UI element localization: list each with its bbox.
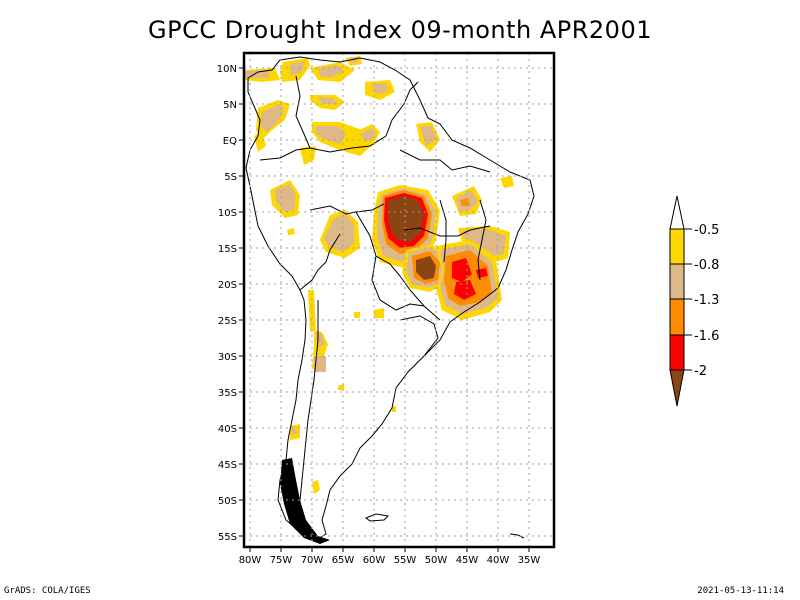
shade-tan: [372, 83, 388, 94]
lat-tick-label: 35S: [218, 388, 237, 399]
footer-timestamp: 2021-05-13-11:14: [697, 586, 784, 596]
lat-tick-label: 40S: [218, 424, 237, 435]
colorbar-bin-1: [669, 228, 685, 265]
longitude-axis: 80W 75W 70W 65W 60W 55W 50W 45W 40W 35W: [239, 547, 541, 566]
lon-tick-label: 65W: [332, 555, 355, 566]
shade-yellow: [338, 384, 344, 390]
shade-yellow: [287, 228, 295, 235]
shade-tan: [316, 126, 346, 144]
state-border: [439, 199, 447, 263]
shade-yellow: [392, 406, 396, 412]
lon-tick-label: 45W: [456, 555, 479, 566]
chart-title: GPCC Drought Index 09-month APR2001: [148, 16, 652, 44]
shade-tan: [462, 229, 506, 256]
shade-yellow: [374, 308, 384, 318]
country-border: [259, 135, 387, 161]
country-border: [355, 211, 401, 277]
colorbar-label: -2: [694, 364, 707, 379]
shade-tan: [275, 184, 296, 212]
fjord-mass: [280, 458, 330, 544]
lon-tick-label: 50W: [425, 555, 448, 566]
colorbar-label: -1.6: [694, 329, 719, 344]
lat-tick-label: 50S: [218, 496, 237, 507]
island-south-georgia: [509, 533, 525, 539]
lat-tick-label: 10N: [217, 64, 237, 75]
lat-tick-label: 10S: [218, 208, 237, 219]
latitude-axis: 10N 5N EQ 5S 10S 15S 20S 25S 30S 35S 40S 45S 50S 55S: [217, 64, 244, 543]
lon-tick-label: 55W: [394, 555, 417, 566]
footer-credit: GrADS: COLA/IGES: [4, 586, 91, 596]
grid-layer: [244, 53, 554, 547]
country-border: [371, 255, 425, 311]
state-border: [477, 199, 487, 281]
shade-tan: [314, 356, 326, 372]
shade-red: [454, 280, 476, 300]
lon-tick-label: 40W: [487, 555, 510, 566]
shade-tan: [360, 128, 376, 142]
lat-tick-label: 45S: [218, 460, 237, 471]
colorbar-above-triangle: [669, 195, 685, 230]
shade-yellow: [312, 480, 320, 494]
shade-tan: [324, 214, 354, 252]
colorbar-bin-4: [669, 334, 685, 371]
country-border: [399, 315, 439, 357]
coastline: [245, 56, 535, 541]
lat-tick-label: 25S: [218, 316, 237, 327]
shade-tan: [260, 104, 284, 132]
map-frame: [242, 51, 556, 549]
chile-fjords: [280, 458, 330, 544]
colorbar-label: -1.3: [694, 293, 719, 308]
lat-tick-label: 20S: [218, 280, 237, 291]
lat-tick-label: 55S: [218, 532, 237, 543]
colorbar-label: -0.8: [694, 258, 719, 273]
shade-brown: [416, 256, 436, 280]
shade-tan: [318, 97, 338, 104]
lon-tick-label: 75W: [270, 555, 293, 566]
country-border: [299, 233, 341, 291]
colorbar-bin-2: [669, 263, 685, 300]
lat-tick-label: EQ: [223, 136, 237, 147]
lat-tick-label: 15S: [218, 244, 237, 255]
country-border: [385, 81, 419, 137]
colorbar-below-triangle: [669, 369, 685, 407]
lat-tick-label: 30S: [218, 352, 237, 363]
shade-yellow: [354, 312, 360, 318]
state-border: [399, 149, 491, 173]
lat-tick-label: 5S: [224, 172, 237, 183]
island-falklands: [364, 513, 390, 522]
colorbar: -0.5 -0.8 -1.3 -1.6 -2: [669, 195, 719, 407]
colorbar-bin-3: [669, 298, 685, 336]
coastline-layer: [245, 56, 535, 541]
drought-shading-layer: [244, 56, 514, 494]
lat-tick-label: 5N: [223, 100, 237, 111]
lon-tick-label: 80W: [239, 555, 262, 566]
shade-tan: [290, 61, 305, 76]
country-border: [295, 75, 311, 149]
lon-tick-label: 70W: [301, 555, 324, 566]
shade-brown: [388, 196, 424, 242]
lon-tick-label: 60W: [363, 555, 386, 566]
lon-tick-label: 35W: [518, 555, 541, 566]
shade-yellow: [500, 176, 514, 188]
shade-tan: [420, 126, 436, 146]
shade-tan: [318, 65, 344, 78]
colorbar-label: -0.5: [694, 223, 719, 238]
state-border: [403, 225, 491, 237]
shade-tan: [292, 428, 297, 434]
